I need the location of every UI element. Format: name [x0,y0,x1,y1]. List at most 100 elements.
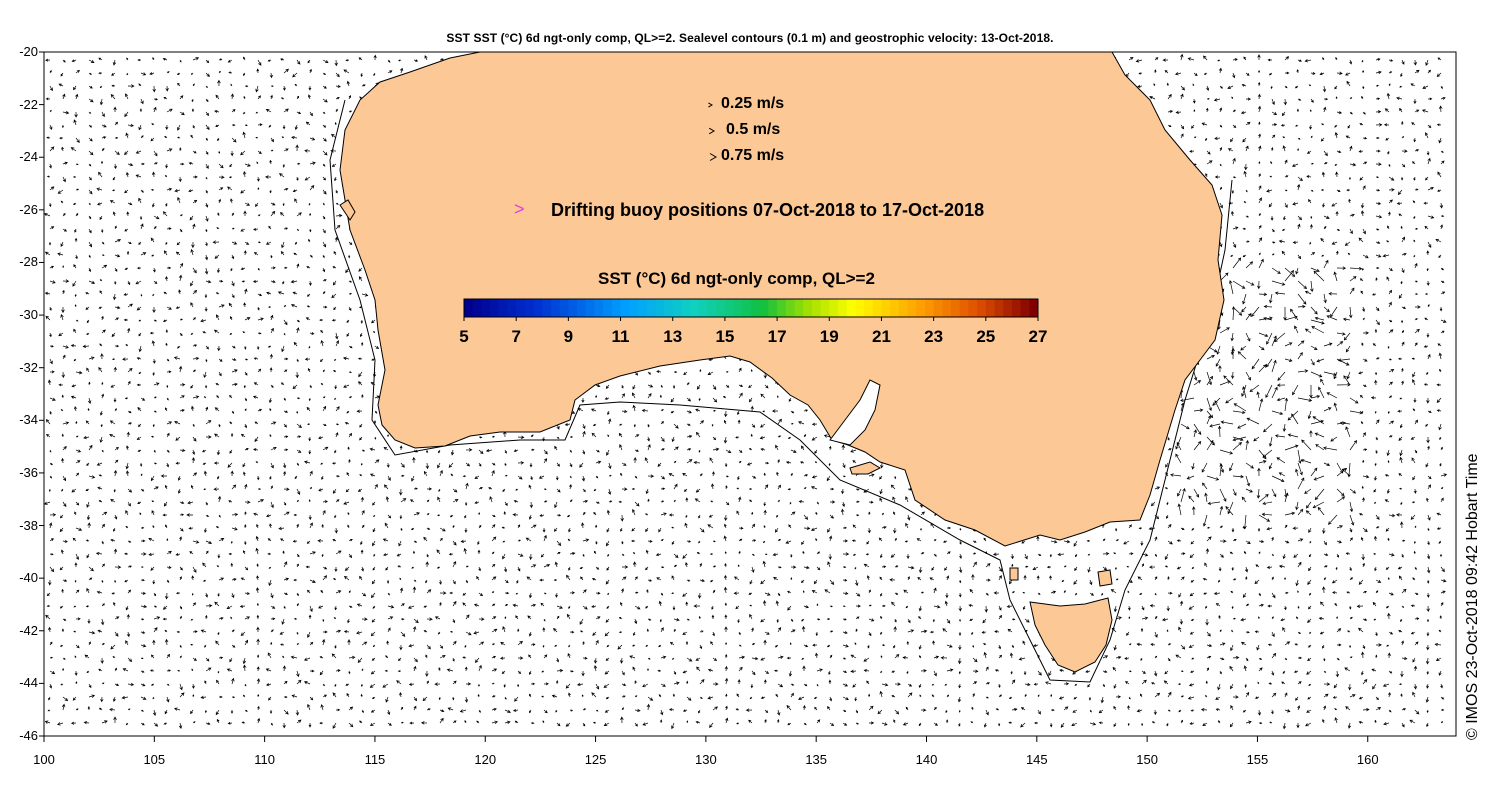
colorbar-tick-label: 13 [663,327,683,346]
x-tick-label: 140 [915,752,938,767]
colorbar-tick-label: 21 [871,327,891,346]
colorbar-tick-label: 7 [511,327,521,346]
velocity-legend-arrow-icon [709,153,717,161]
colorbar-segment [681,299,691,317]
chart-title: SST SST (°C) 6d ngt-only comp, QL>=2. Se… [446,31,1054,45]
x-tick-label: 145 [1025,752,1048,767]
sealevel-contours [329,99,1233,683]
colorbar-border [463,298,1039,318]
flinders-island-shape [1097,569,1113,587]
colorbar-segment [890,299,900,317]
colorbar-segment [933,299,943,317]
velocity-legend-label-075: 0.75 m/s [721,147,785,164]
velocity-legend-arrow-icon [708,102,713,108]
sst-colorbar [463,298,1039,321]
colorbar-segment [464,299,474,317]
x-tick-label: 110 [254,752,275,767]
colorbar-segment [829,299,839,317]
y-tick-label: -40 [19,570,38,586]
x-tick-label: 135 [805,752,828,767]
colorbar-segment [716,299,726,317]
colorbar-segment [637,299,648,317]
buoy-legend-label: Drifting buoy positions 07-Oct-2018 to 1… [551,200,985,220]
colorbar-segment [620,299,630,317]
y-tick-label: -38 [19,517,38,533]
colorbar-segment [968,299,978,317]
colorbar-tick-label: 25 [976,327,996,346]
x-tick-label: 105 [143,752,166,767]
y-tick-label: -36 [19,464,38,480]
y-tick-label: -26 [19,201,38,217]
y-tick-label: -44 [19,675,38,691]
y-tick-label: -22 [19,96,38,112]
velocity-legend-arrow-icon [708,127,715,135]
colorbar-tick-label: 27 [1028,327,1048,346]
colorbar-segment [585,299,595,317]
colorbar-segment [942,299,952,317]
colorbar-title: SST (°C) 6d ngt-only comp, QL>=2 [598,269,875,288]
colorbar-segment [951,299,961,317]
colorbar-segment [533,299,543,317]
colorbar-segment [594,299,604,317]
colorbar-tick-label: 19 [819,327,839,346]
credit-text: © IMOS 23-Oct-2018 09:42 Hobart Time [1464,453,1481,740]
colorbar-segment [1003,299,1013,317]
colorbar-segment [481,299,491,317]
x-tick-label: 120 [474,752,497,767]
colorbar-segment [820,299,830,317]
shelf-contour [329,99,1233,683]
y-tick-label: -42 [19,622,38,638]
colorbar-segment [907,299,917,317]
colorbar-segment [524,299,535,317]
colorbar-segment [672,299,682,317]
king-island-shape [1009,567,1019,581]
plot-border [43,51,1457,737]
colorbar-segment [924,299,935,317]
colorbar-segment [768,299,778,317]
colorbar-segment [759,299,769,317]
colorbar-segment [751,299,761,317]
buoy-marker-icon: > [514,199,525,219]
map-frame [39,51,1457,742]
y-tick-label: -24 [19,149,38,165]
colorbar-segment [811,299,822,317]
colorbar-tick-label: 11 [611,327,630,346]
colorbar-segment [872,299,882,317]
colorbar-segment [1011,299,1022,317]
x-tick-label: 130 [695,752,717,767]
gulf-shape [829,379,881,446]
y-tick-label: -28 [19,254,38,270]
colorbar-segment [568,299,578,317]
velocity-legend-arrows [708,102,717,161]
x-tick-label: 115 [364,752,386,767]
tasmania-shape [1029,597,1113,673]
colorbar-segment [698,299,709,317]
colorbar-segment [846,299,856,317]
colorbar-segment [690,299,700,317]
colorbar-tick-label: 9 [563,327,574,346]
colorbar-segment [655,299,665,317]
shark-bay-shape [339,199,356,221]
colorbar-segment [794,299,804,317]
colorbar-segment [646,299,656,317]
colorbar-segment [985,299,996,317]
y-tick-label: -34 [19,412,38,428]
colorbar-segment [1029,299,1039,317]
x-tick-label: 155 [1246,752,1269,767]
colorbar-segment [1020,299,1030,317]
colorbar-segment [559,299,569,317]
colorbar-segment [959,299,969,317]
velocity-legend-label-05: 0.5 m/s [726,121,781,138]
colorbar-segment [742,299,752,317]
y-tick-label: -20 [19,44,38,59]
colorbar-tick-label: 17 [767,327,787,346]
colorbar-segment [864,299,874,317]
colorbar-segment [664,299,674,317]
x-tick-label: 150 [1136,752,1158,767]
colorbar-segment [542,299,552,317]
colorbar-segment [881,299,891,317]
colorbar-segment [724,299,735,317]
colorbar-segment [785,299,795,317]
colorbar-segment [490,299,500,317]
